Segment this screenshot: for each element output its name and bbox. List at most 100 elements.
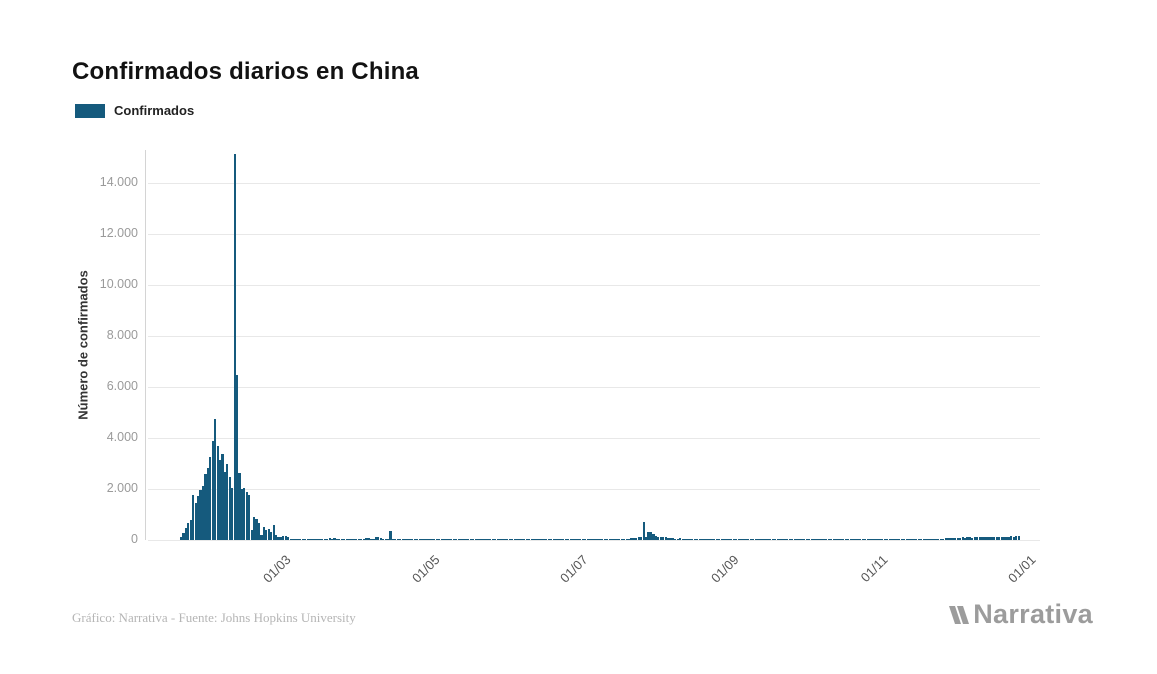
bar[interactable] <box>968 537 972 540</box>
bar[interactable] <box>399 539 402 540</box>
bar[interactable] <box>740 539 743 540</box>
bar[interactable] <box>589 539 592 540</box>
bar[interactable] <box>827 539 830 540</box>
bar[interactable] <box>498 539 502 540</box>
bar[interactable] <box>267 529 270 540</box>
bar[interactable] <box>608 539 611 540</box>
bar[interactable] <box>998 537 1001 540</box>
bar[interactable] <box>518 539 521 540</box>
bar[interactable] <box>822 539 825 540</box>
bar[interactable] <box>679 538 682 540</box>
bar[interactable] <box>462 539 465 540</box>
bar[interactable] <box>533 538 536 540</box>
bar[interactable] <box>720 539 723 540</box>
bar[interactable] <box>808 539 811 540</box>
bar[interactable] <box>659 536 662 540</box>
bar[interactable] <box>735 539 738 540</box>
bar[interactable] <box>250 530 253 540</box>
bar[interactable] <box>372 538 375 540</box>
bar[interactable] <box>404 539 407 540</box>
bar[interactable] <box>330 538 334 540</box>
bar[interactable] <box>671 538 675 540</box>
bar[interactable] <box>581 539 584 540</box>
bar[interactable] <box>939 539 942 540</box>
bar[interactable] <box>350 539 353 540</box>
bar[interactable] <box>206 467 209 540</box>
bar[interactable] <box>985 536 989 540</box>
bar[interactable] <box>535 539 538 540</box>
bar[interactable] <box>292 538 295 540</box>
bar[interactable] <box>360 539 363 540</box>
bar[interactable] <box>681 538 684 540</box>
bar[interactable] <box>886 539 889 540</box>
bar[interactable] <box>966 537 969 540</box>
bar[interactable] <box>598 539 601 540</box>
bar[interactable] <box>713 539 716 540</box>
bar[interactable] <box>484 539 487 540</box>
bar[interactable] <box>920 539 923 540</box>
bar[interactable] <box>951 537 955 540</box>
bar[interactable] <box>386 539 390 540</box>
bar[interactable] <box>893 539 896 540</box>
bar[interactable] <box>343 539 346 540</box>
bar[interactable] <box>204 473 207 540</box>
bar[interactable] <box>649 532 653 540</box>
bar[interactable] <box>253 517 256 540</box>
bar[interactable] <box>737 539 740 540</box>
bar[interactable] <box>401 539 404 540</box>
bar[interactable] <box>199 489 202 540</box>
bar[interactable] <box>357 539 360 540</box>
bar[interactable] <box>652 533 655 540</box>
bar[interactable] <box>715 539 718 540</box>
bar[interactable] <box>421 539 424 540</box>
bar[interactable] <box>754 539 757 540</box>
bar[interactable] <box>369 538 373 540</box>
bar[interactable] <box>684 538 687 540</box>
bar[interactable] <box>214 418 217 540</box>
bar[interactable] <box>866 539 869 540</box>
bar[interactable] <box>189 520 192 540</box>
bar[interactable] <box>545 539 548 540</box>
bar[interactable] <box>501 539 504 540</box>
bar[interactable] <box>260 534 263 540</box>
bar[interactable] <box>993 537 996 540</box>
bar[interactable] <box>389 531 392 540</box>
bar[interactable] <box>674 538 677 540</box>
bar[interactable] <box>486 539 489 540</box>
bar[interactable] <box>601 539 604 540</box>
bar[interactable] <box>895 539 899 540</box>
bar[interactable] <box>803 539 806 540</box>
bar[interactable] <box>844 539 847 540</box>
bar[interactable] <box>396 539 399 540</box>
bar[interactable] <box>289 538 292 540</box>
bar[interactable] <box>265 529 268 540</box>
bar[interactable] <box>888 539 891 540</box>
bar[interactable] <box>455 539 458 540</box>
bar[interactable] <box>761 539 765 540</box>
bar[interactable] <box>1012 536 1015 540</box>
bar[interactable] <box>742 539 745 540</box>
bar[interactable] <box>922 539 925 540</box>
bar[interactable] <box>664 536 667 540</box>
bar[interactable] <box>973 537 976 540</box>
bar[interactable] <box>525 539 528 540</box>
bar[interactable] <box>915 539 918 540</box>
bar[interactable] <box>878 539 881 540</box>
bar[interactable] <box>542 539 545 540</box>
bar[interactable] <box>323 538 326 540</box>
bar[interactable] <box>630 538 633 540</box>
bar[interactable] <box>279 536 283 540</box>
bar[interactable] <box>335 538 339 540</box>
bar[interactable] <box>440 539 443 540</box>
bar[interactable] <box>873 538 877 540</box>
bar[interactable] <box>345 538 348 540</box>
bar[interactable] <box>406 539 409 540</box>
bar[interactable] <box>912 539 916 540</box>
bar[interactable] <box>438 539 441 540</box>
bar[interactable] <box>603 539 606 540</box>
bar[interactable] <box>221 453 224 540</box>
bar[interactable] <box>696 539 699 540</box>
bar[interactable] <box>274 534 278 540</box>
bar[interactable] <box>474 539 477 540</box>
bar[interactable] <box>810 539 813 540</box>
